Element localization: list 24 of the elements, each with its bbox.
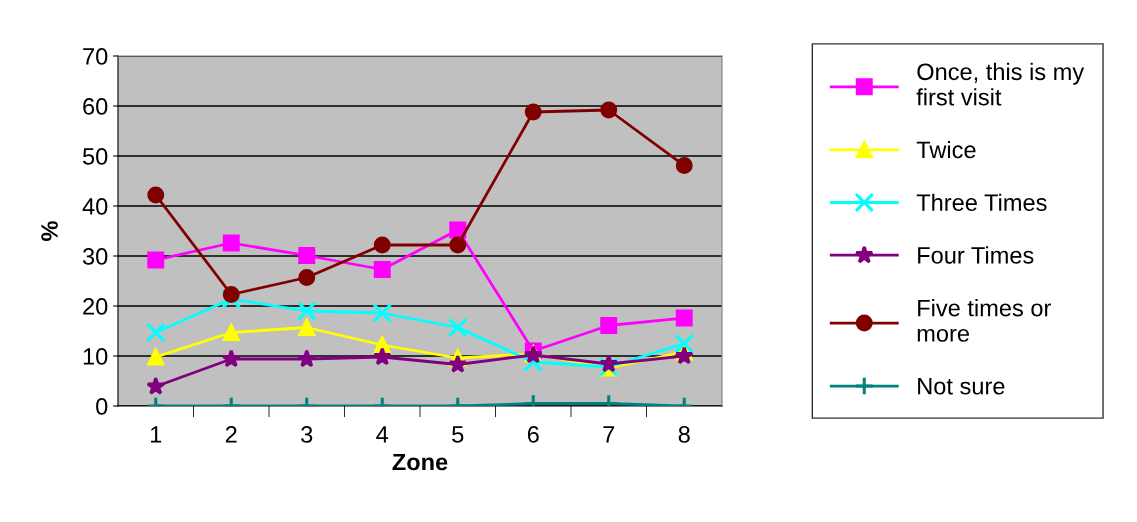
x-tick-label: 1 [150,426,162,443]
legend-label: Three Times [916,193,1047,211]
x-tick-label: 4 [376,426,389,443]
legend-label: Four Times [918,246,1034,264]
x-tick-label: 3 [301,426,313,443]
legend-label: Not sure [918,378,1005,395]
legend-label: Twice [916,140,976,159]
y-tick-label: 50 [82,148,108,165]
x-tick-label: 2 [225,426,237,443]
x-tick-label: 7 [603,426,615,443]
x-tick-label: 5 [452,426,464,443]
y-tick-label: 10 [83,348,108,365]
y-tick-label: 60 [83,98,108,115]
y-tick-label: 30 [82,248,108,265]
x-tick-label: 8 [678,426,690,443]
legend-label: Five times or more [917,299,1051,342]
y-tick-label: 0 [96,398,108,415]
x-tick-label: 6 [527,426,539,443]
y-tick-label: 20 [83,298,108,315]
y-axis-title: % [41,221,58,241]
x-axis-title: Zone [392,453,448,471]
y-tick-label: 70 [83,48,108,65]
legend-label: Once, this is my first visit [916,62,1085,106]
y-tick-label: 40 [82,198,108,215]
